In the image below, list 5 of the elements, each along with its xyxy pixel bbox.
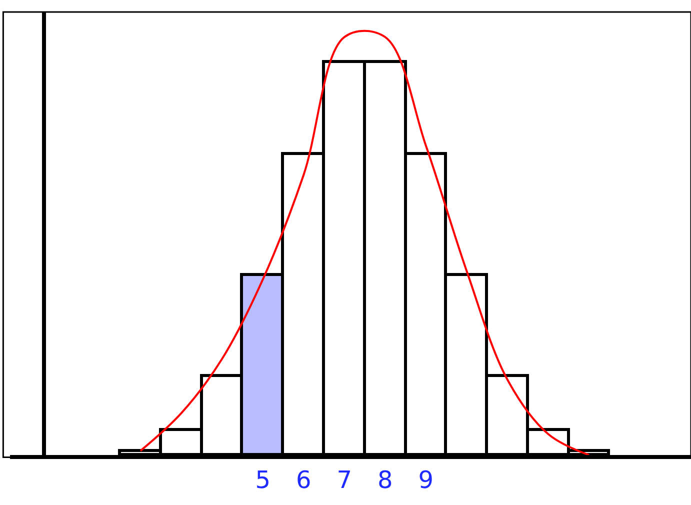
x-tick-label: 5	[255, 466, 270, 494]
x-tick-label: 6	[296, 466, 312, 494]
x-tick-label: 7	[336, 466, 352, 494]
x-tick-label: 8	[378, 466, 393, 494]
x-tick-label: 9	[418, 466, 434, 494]
